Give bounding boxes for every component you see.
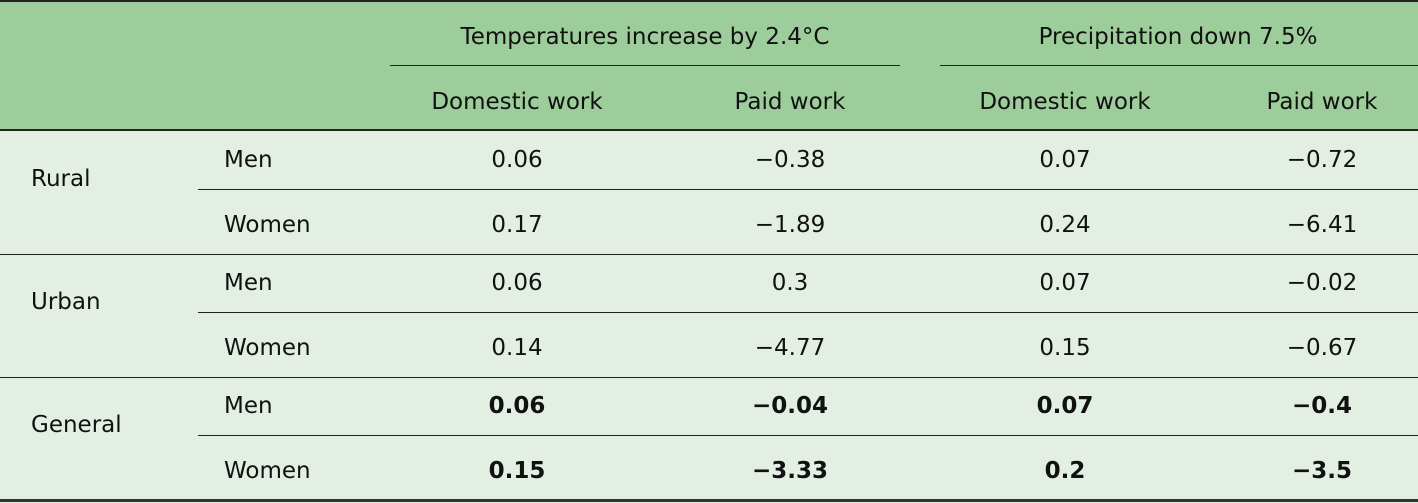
group-underline [940, 65, 1418, 66]
table-cell: 0.2 [1044, 458, 1086, 484]
row-label: Women [224, 212, 311, 238]
table-cell: −0.4 [1291, 393, 1353, 419]
group-divider [0, 254, 1418, 255]
table-cell: −6.41 [1286, 212, 1358, 238]
table-cell: 0.17 [491, 212, 543, 238]
table-cell: 0.15 [1039, 335, 1091, 361]
table-cell: 0.07 [1039, 270, 1091, 296]
row-label: Men [224, 393, 273, 419]
table-cell: 0.07 [1039, 147, 1091, 173]
table-bottom-rule [0, 499, 1418, 502]
table-cell: 0.06 [491, 270, 543, 296]
table-cell: 0.14 [491, 335, 543, 361]
group-underline [390, 65, 900, 66]
table-cell: −0.72 [1286, 147, 1358, 173]
column-group-header: Temperatures increase by 2.4°C [460, 24, 830, 50]
table-cell: 0.06 [491, 147, 543, 173]
row-label: Women [224, 458, 311, 484]
table-cell: −0.04 [751, 393, 829, 419]
table-cell: −1.89 [754, 212, 826, 238]
column-header: Domestic work [431, 89, 603, 115]
row-divider [198, 312, 1418, 313]
table-cell: −3.33 [751, 458, 829, 484]
column-header: Domestic work [979, 89, 1151, 115]
column-header: Paid work [734, 89, 846, 115]
table-cell: −0.02 [1286, 270, 1358, 296]
row-label: Women [224, 335, 311, 361]
table-cell: 0.06 [488, 393, 546, 419]
row-group-label: General [31, 412, 122, 438]
table-cell: 0.07 [1036, 393, 1094, 419]
row-label: Men [224, 147, 273, 173]
group-divider [0, 377, 1418, 378]
row-divider [198, 189, 1418, 190]
table-cell: −4.77 [754, 335, 826, 361]
row-divider [198, 435, 1418, 436]
row-label: Men [224, 270, 273, 296]
table-cell: −3.5 [1291, 458, 1353, 484]
table-cell: −0.38 [754, 147, 826, 173]
row-group-label: Urban [31, 289, 101, 315]
column-header: Paid work [1266, 89, 1378, 115]
table-cell: 0.3 [771, 270, 809, 296]
row-group-label: Rural [31, 166, 91, 192]
table-cell: 0.24 [1039, 212, 1091, 238]
column-group-header: Precipitation down 7.5% [1038, 24, 1318, 50]
table-cell: −0.67 [1286, 335, 1358, 361]
table-cell: 0.15 [488, 458, 546, 484]
